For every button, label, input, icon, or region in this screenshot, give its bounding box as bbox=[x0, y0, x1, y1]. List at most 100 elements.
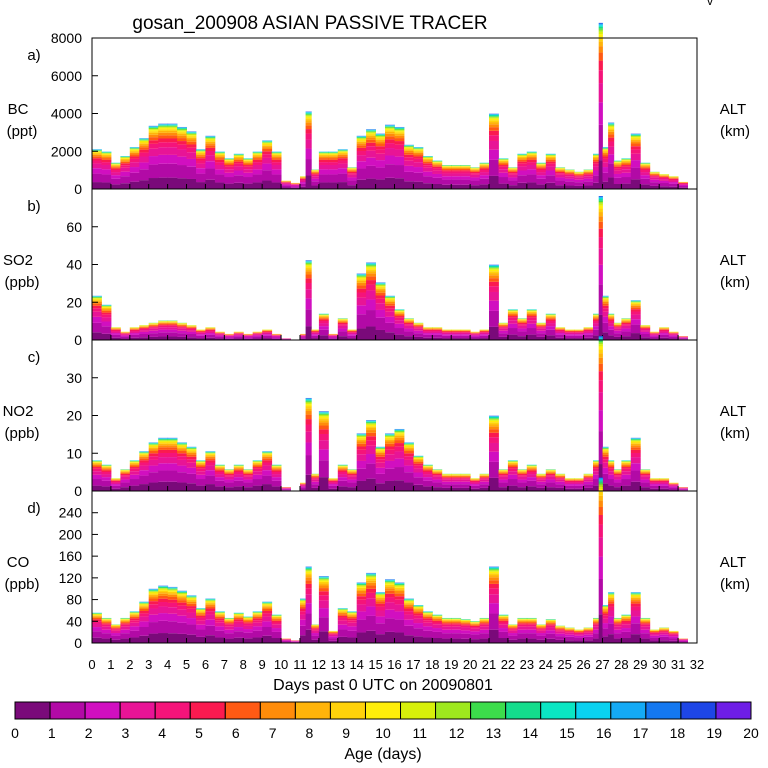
age-band-segment bbox=[101, 158, 112, 160]
age-band-segment bbox=[271, 337, 282, 339]
age-band-segment bbox=[598, 31, 603, 35]
age-band-segment bbox=[489, 286, 499, 292]
age-band-segment bbox=[394, 131, 405, 133]
age-band-segment bbox=[271, 155, 282, 157]
age-band-segment bbox=[545, 476, 556, 480]
age-band-segment bbox=[385, 155, 395, 165]
age-band-segment bbox=[214, 336, 225, 339]
age-band-segment bbox=[598, 46, 603, 53]
age-band-segment bbox=[460, 620, 471, 622]
age-band-segment bbox=[441, 331, 452, 333]
age-band-segment bbox=[318, 617, 329, 632]
age-band-segment bbox=[167, 470, 178, 482]
age-band-segment bbox=[441, 332, 452, 335]
age-band-segment bbox=[224, 622, 235, 624]
age-band-segment bbox=[300, 600, 307, 602]
age-band-segment bbox=[385, 311, 395, 317]
age-band-segment bbox=[460, 625, 471, 628]
age-band-segment bbox=[489, 568, 499, 569]
age-band-segment bbox=[262, 475, 273, 485]
age-band-segment bbox=[262, 635, 273, 643]
age-band-segment bbox=[489, 118, 499, 121]
age-band-segment bbox=[148, 592, 159, 594]
age-band-segment bbox=[593, 315, 600, 316]
age-band-segment bbox=[356, 460, 367, 469]
x-tick-label: 5 bbox=[183, 657, 190, 672]
age-band-segment bbox=[385, 631, 395, 643]
age-band-segment bbox=[526, 159, 537, 163]
age-band-segment bbox=[608, 462, 615, 464]
age-band-segment bbox=[120, 487, 131, 491]
age-band-segment bbox=[598, 248, 603, 265]
age-band-segment bbox=[177, 596, 187, 599]
age-band-segment bbox=[613, 168, 622, 171]
age-band-segment bbox=[385, 126, 395, 127]
age-band-segment bbox=[507, 479, 518, 486]
age-band-segment bbox=[613, 638, 622, 643]
age-band-segment bbox=[404, 625, 414, 636]
age-band-segment bbox=[328, 480, 339, 482]
age-band-segment bbox=[356, 278, 367, 280]
age-band-segment bbox=[602, 150, 609, 152]
age-band-segment bbox=[305, 570, 312, 572]
age-band-segment bbox=[356, 438, 367, 440]
age-band-segment bbox=[507, 485, 518, 491]
age-band-segment bbox=[451, 626, 462, 630]
age-band-segment bbox=[668, 177, 679, 179]
age-band-segment bbox=[167, 128, 178, 130]
age-band-segment bbox=[598, 481, 603, 483]
age-band-segment bbox=[545, 155, 556, 156]
age-band-segment bbox=[441, 479, 452, 482]
age-band-segment bbox=[139, 328, 150, 331]
age-band-segment bbox=[347, 476, 358, 480]
age-band-segment bbox=[318, 174, 329, 183]
age-band-segment bbox=[545, 166, 556, 171]
age-band-segment bbox=[205, 143, 216, 146]
age-band-segment bbox=[356, 439, 367, 442]
age-band-segment bbox=[668, 333, 679, 335]
age-band-segment bbox=[479, 332, 490, 333]
age-band-segment bbox=[148, 330, 159, 334]
age-band-segment bbox=[451, 168, 462, 171]
colorbar-swatch bbox=[224, 701, 261, 720]
age-band-segment bbox=[470, 639, 480, 643]
age-band-segment bbox=[517, 155, 528, 157]
age-band-segment bbox=[233, 614, 244, 616]
age-band-segment bbox=[186, 144, 197, 148]
age-band-segment bbox=[375, 167, 386, 180]
age-band-segment bbox=[177, 333, 187, 337]
age-band-segment bbox=[593, 468, 600, 472]
age-band-segment bbox=[432, 328, 443, 330]
age-band-segment bbox=[404, 444, 414, 446]
age-band-segment bbox=[555, 478, 566, 480]
age-band-segment bbox=[593, 335, 600, 340]
age-band-segment bbox=[214, 335, 225, 337]
age-band-segment bbox=[640, 178, 651, 185]
age-band-segment bbox=[507, 323, 518, 329]
x-tick-label: 25 bbox=[557, 657, 571, 672]
age-band-segment bbox=[347, 169, 358, 170]
age-band-segment bbox=[158, 593, 169, 596]
age-band-segment bbox=[356, 585, 367, 587]
age-band-segment bbox=[243, 479, 254, 483]
age-band-segment bbox=[139, 162, 150, 170]
age-band-segment bbox=[347, 331, 358, 333]
age-band-segment bbox=[394, 599, 405, 605]
age-band-segment bbox=[262, 627, 273, 636]
age-band-segment bbox=[668, 186, 679, 189]
age-band-segment bbox=[489, 580, 499, 584]
age-band-segment bbox=[196, 173, 206, 183]
age-band-segment bbox=[441, 166, 452, 168]
age-band-segment bbox=[139, 152, 150, 157]
age-band-segment bbox=[205, 155, 216, 162]
age-band-segment bbox=[608, 597, 615, 600]
age-band-segment bbox=[489, 419, 499, 421]
age-band-segment bbox=[167, 447, 178, 450]
age-band-segment bbox=[507, 462, 518, 464]
age-band-segment bbox=[233, 155, 244, 157]
age-band-segment bbox=[224, 471, 235, 472]
age-band-segment bbox=[507, 630, 518, 634]
age-band-segment bbox=[678, 183, 688, 185]
colorbar: 0 1 2 3 4 5 6 7 8 9 10 11 12 13 14 15 16 17 18 19 20 bbox=[11, 701, 759, 741]
age-band-segment bbox=[337, 320, 348, 322]
